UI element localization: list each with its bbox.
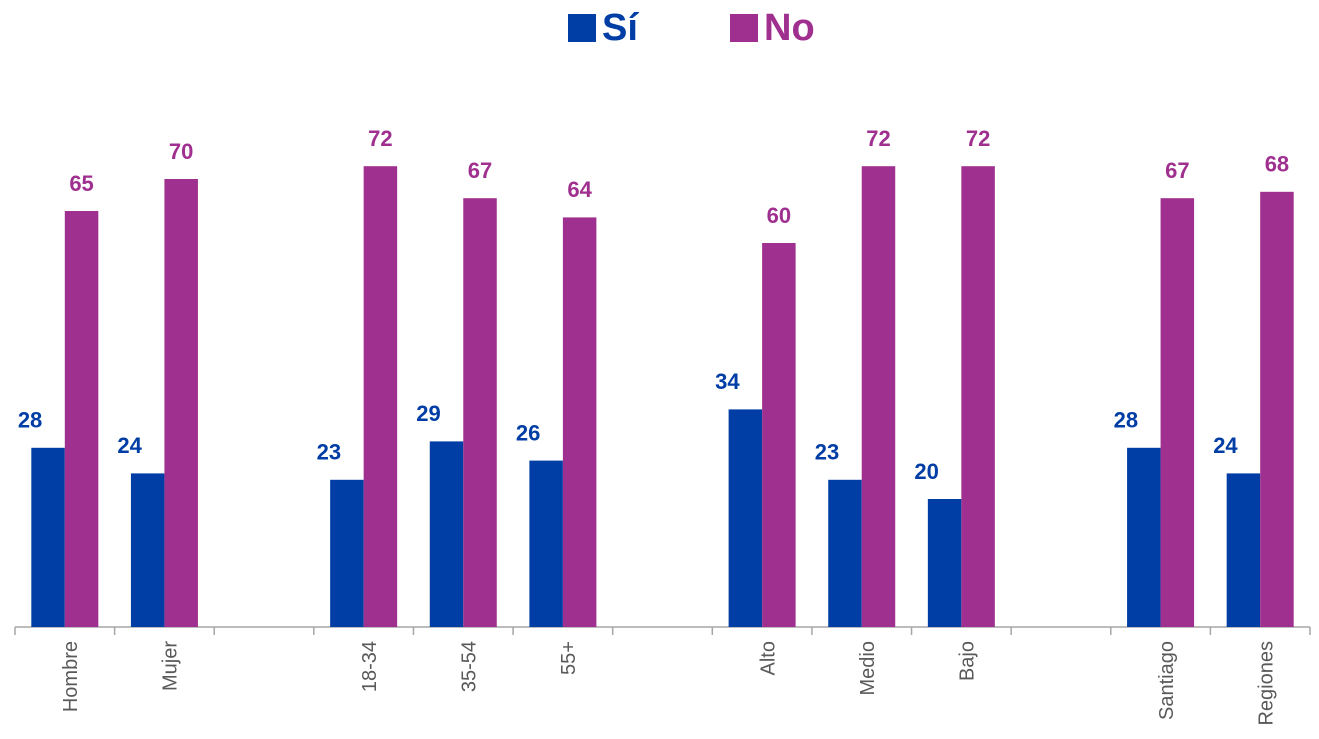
bar — [529, 460, 563, 627]
data-label: 23 — [815, 440, 839, 465]
bar — [164, 179, 198, 627]
data-label: 23 — [317, 440, 341, 465]
data-label: 64 — [567, 177, 592, 202]
bar — [562, 217, 597, 627]
data-label: 20 — [914, 459, 938, 484]
bar — [429, 441, 464, 627]
bar — [828, 479, 862, 627]
data-label: 72 — [368, 126, 392, 151]
x-tick-label: Hombre — [60, 641, 82, 712]
data-label: 28 — [1114, 408, 1138, 433]
data-label: 68 — [1265, 152, 1289, 177]
data-label: 67 — [1165, 158, 1189, 183]
bar — [861, 166, 896, 627]
data-label: 60 — [767, 203, 791, 228]
bar — [927, 499, 962, 627]
data-label: 67 — [468, 158, 492, 183]
bar — [961, 166, 995, 627]
legend-swatch — [730, 14, 758, 42]
bar — [762, 243, 796, 627]
data-label: 28 — [18, 408, 42, 433]
bar — [728, 409, 763, 627]
data-label: 34 — [715, 369, 740, 394]
legend-swatch — [568, 14, 596, 42]
x-tick-label: 55+ — [558, 641, 580, 675]
data-label: 72 — [866, 126, 890, 151]
legend-label: No — [764, 7, 815, 49]
bar — [1127, 447, 1161, 627]
x-tick-label: 18-34 — [359, 641, 381, 692]
bar — [363, 166, 398, 627]
bar — [1260, 191, 1294, 628]
data-label: 65 — [69, 171, 93, 196]
bar — [1226, 473, 1261, 627]
x-tick-label: 35-54 — [459, 641, 481, 692]
bar — [31, 447, 65, 627]
data-label: 70 — [169, 139, 193, 164]
x-tick-label: Mujer — [160, 641, 182, 691]
bar — [463, 198, 497, 627]
data-label: 24 — [117, 433, 142, 458]
x-tick-label: Medio — [857, 641, 879, 695]
data-label: 72 — [966, 126, 990, 151]
bar — [130, 473, 165, 627]
data-label: 29 — [416, 401, 440, 426]
x-tick-label: Bajo — [957, 641, 979, 681]
bar — [1160, 198, 1195, 627]
data-label: 24 — [1213, 433, 1238, 458]
bar — [330, 479, 364, 627]
x-tick-label: Regiones — [1255, 641, 1277, 726]
data-label: 26 — [516, 420, 540, 445]
bar — [64, 211, 99, 627]
legend-label: Sí — [602, 7, 639, 49]
x-tick-label: Alto — [757, 641, 779, 675]
x-tick-label: Santiago — [1156, 641, 1178, 720]
